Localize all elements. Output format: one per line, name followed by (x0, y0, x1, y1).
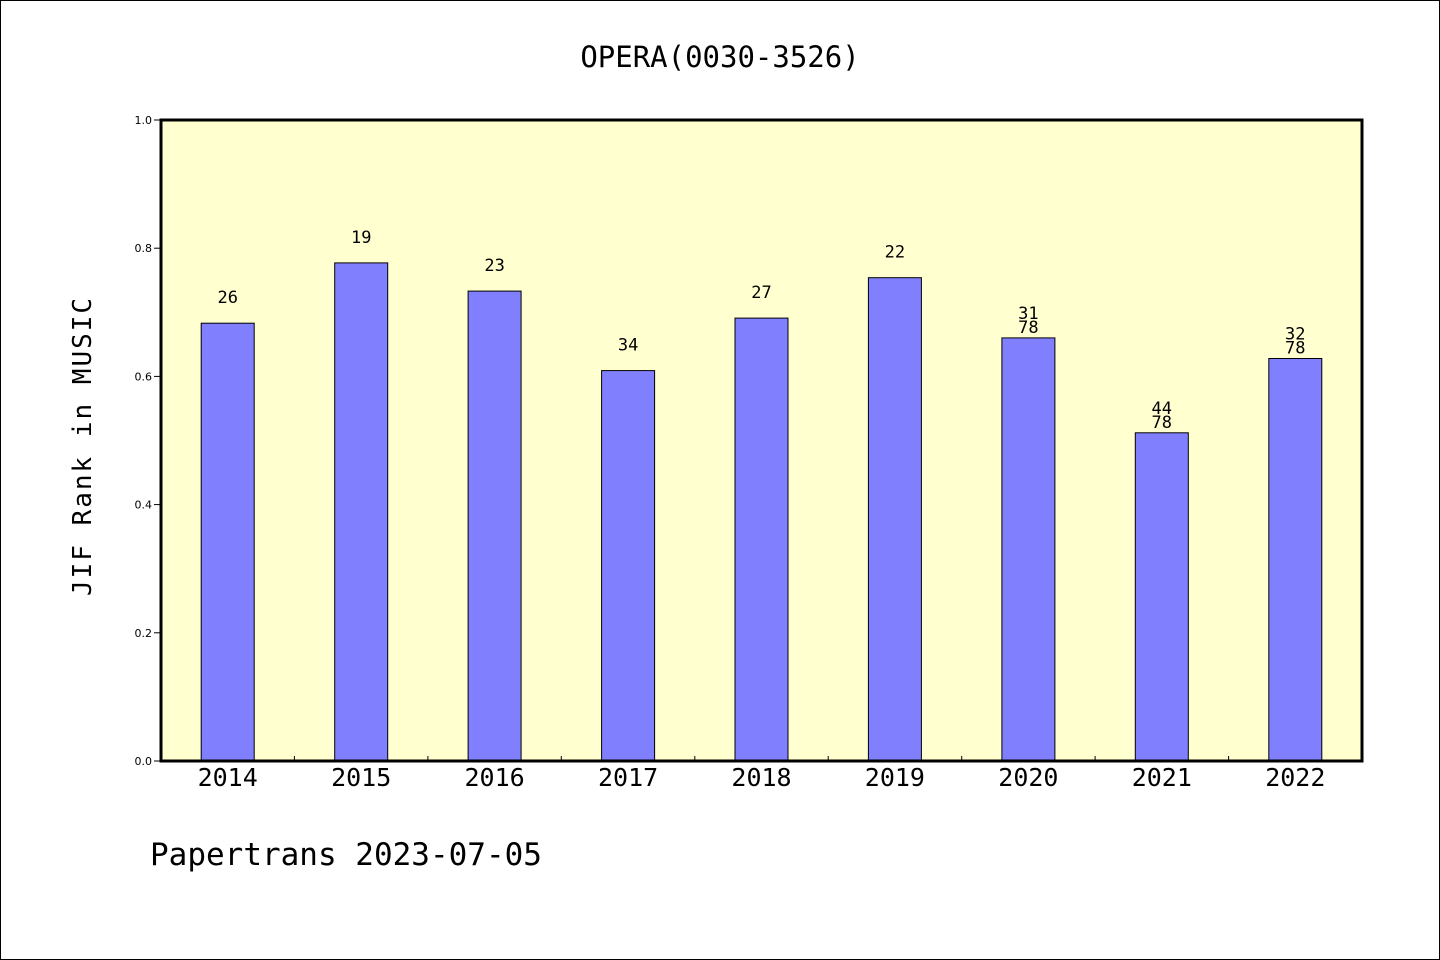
bar-2016 (467, 290, 522, 762)
plot-border (159, 118, 1364, 763)
x-tick-label-2020: 2020 (998, 763, 1058, 792)
bar-2018 (734, 317, 789, 762)
y-tick-label-5: 1.0 (135, 114, 153, 127)
x-tick-label-2016: 2016 (464, 763, 524, 792)
chart-title: OPERA(0030-3526) (580, 40, 859, 74)
bar-2020 (1001, 337, 1056, 762)
bar-2019 (867, 277, 922, 762)
x-tick-label-2017: 2017 (598, 763, 658, 792)
bar-label-2015: 19 (351, 228, 371, 248)
bar-label-2020-1: 31 (1018, 304, 1038, 324)
x-tick-label-2015: 2015 (331, 763, 391, 792)
bar-2015 (334, 262, 389, 762)
y-tick-label-3: 0.6 (135, 370, 153, 383)
bar-label-2020-2: 78 (1018, 318, 1038, 338)
y-axis-ticks: 0.0 0.2 0.4 0.6 0.8 1.0 (135, 114, 161, 768)
x-tick-label-2021: 2021 (1132, 763, 1192, 792)
bar-2014 (200, 322, 255, 762)
y-axis-label: JIF Rank in MUSIC (68, 296, 98, 596)
bars-layer (200, 262, 1323, 762)
bar-label-2016: 23 (484, 256, 504, 276)
bar-label-2021-1: 44 (1152, 399, 1172, 419)
x-tick-label-2019: 2019 (865, 763, 925, 792)
bar-2021 (1134, 432, 1189, 762)
bar-label-2022-1: 32 (1285, 325, 1305, 345)
y-tick-label-0: 0.0 (135, 755, 153, 768)
y-tick-label-4: 0.8 (135, 242, 153, 255)
footer-credit: Papertrans 2023-07-05 (150, 837, 542, 873)
bar-label-2017: 34 (618, 336, 638, 356)
bar-2017 (601, 370, 656, 762)
bar-label-2022-2: 78 (1285, 339, 1305, 359)
x-tick-label-2018: 2018 (731, 763, 791, 792)
bar-label-2018: 27 (751, 283, 771, 303)
x-tick-label-2022: 2022 (1265, 763, 1325, 792)
y-tick-label-1: 0.2 (135, 627, 153, 640)
bar-2022 (1268, 358, 1323, 762)
bar-label-2014: 26 (217, 288, 237, 308)
bar-label-2021-2: 78 (1152, 413, 1172, 433)
y-tick-label-2: 0.4 (135, 499, 153, 512)
x-tick-label-2014: 2014 (198, 763, 258, 792)
x-axis-ticks: 2014 2015 2016 2017 2018 2019 2020 2021 2022 (198, 756, 1325, 792)
bar-label-2019: 22 (885, 243, 905, 263)
